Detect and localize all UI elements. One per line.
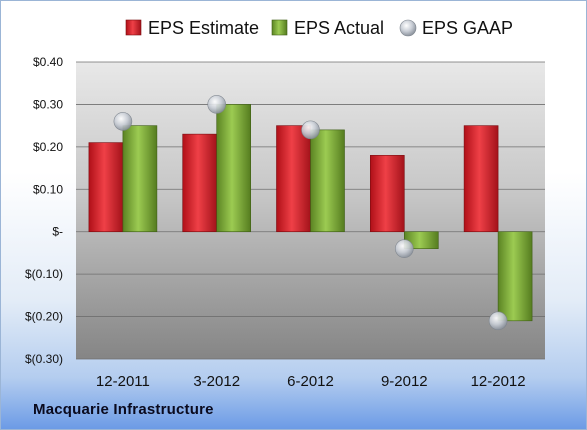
company-name: Macquarie Infrastructure bbox=[33, 401, 214, 418]
y-tick-label: $0.40 bbox=[33, 55, 63, 69]
marker-eps-gaap bbox=[113, 112, 133, 131]
legend-label: EPS Estimate bbox=[148, 18, 259, 38]
legend-swatch-eps-actual bbox=[271, 19, 288, 36]
legend-marker-eps-gaap bbox=[399, 19, 417, 37]
marker-eps-gaap bbox=[207, 95, 226, 114]
legend-label: EPS Actual bbox=[294, 18, 384, 38]
bar-eps-actual bbox=[122, 125, 158, 233]
x-category-label: 9-2012 bbox=[381, 373, 428, 390]
x-category-label: 12-2011 bbox=[96, 373, 150, 390]
bar-eps-actual bbox=[310, 129, 345, 233]
y-tick-label: $0.30 bbox=[33, 97, 63, 111]
legend-swatch-eps-estimate bbox=[125, 19, 142, 36]
x-category-label: 6-2012 bbox=[287, 373, 334, 390]
y-tick-label: $(0.30) bbox=[25, 352, 63, 366]
bar-eps-estimate bbox=[463, 125, 499, 233]
bar-eps-estimate bbox=[369, 155, 405, 233]
x-category-label: 3-2012 bbox=[193, 373, 240, 390]
x-category-label: 12-2012 bbox=[471, 373, 526, 390]
y-tick-label: $0.10 bbox=[33, 182, 63, 196]
legend-label: EPS GAAP bbox=[422, 18, 513, 38]
y-tick-label: $0.20 bbox=[33, 140, 63, 154]
bar-eps-estimate bbox=[276, 125, 311, 233]
bar-eps-actual bbox=[497, 231, 533, 322]
marker-eps-gaap bbox=[394, 239, 414, 258]
marker-eps-gaap bbox=[301, 120, 320, 140]
y-tick-label: $(0.10) bbox=[25, 267, 63, 281]
bar-eps-estimate bbox=[88, 142, 124, 233]
y-tick-label: $- bbox=[52, 225, 63, 239]
bar-eps-actual bbox=[216, 104, 251, 233]
marker-eps-gaap bbox=[488, 311, 508, 331]
y-tick-label: $(0.20) bbox=[25, 310, 63, 324]
bar-eps-estimate bbox=[182, 133, 217, 233]
